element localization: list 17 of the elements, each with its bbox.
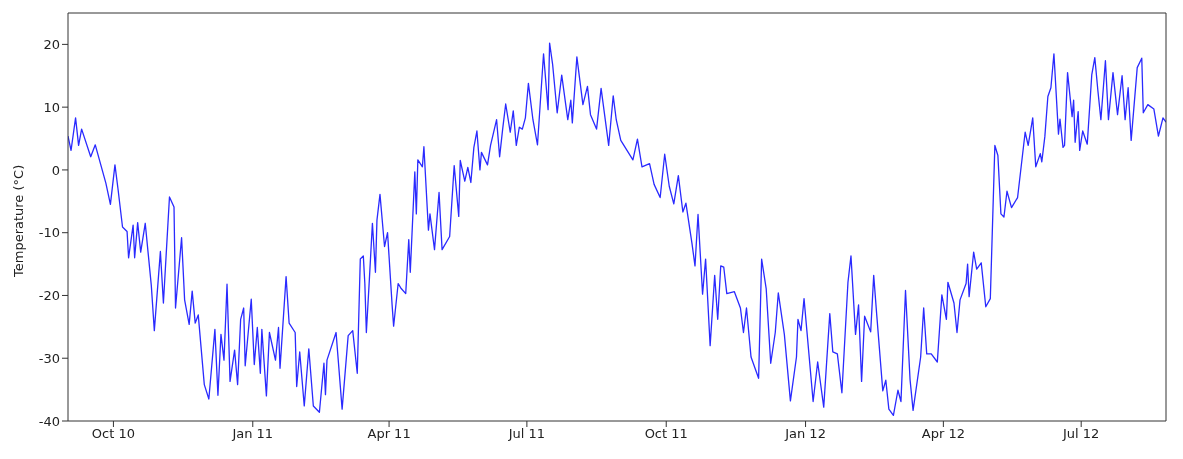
x-tick-label: Jan 11: [231, 426, 274, 442]
y-tick-label: 10: [43, 99, 60, 115]
x-tick-label: Jan 12: [784, 426, 826, 442]
y-tick-label: -10: [38, 225, 60, 241]
x-tick-label: Oct 10: [91, 426, 136, 442]
y-tick-label: -20: [38, 288, 60, 304]
x-tick-label: Apr 11: [367, 426, 411, 442]
x-tick-label: Jul 12: [1062, 426, 1100, 442]
y-tick-label: -30: [38, 350, 60, 366]
x-tick-label: Jul 11: [507, 426, 546, 442]
x-tick-label: Oct 11: [644, 426, 688, 442]
y-tick-label: 20: [43, 37, 60, 52]
y-axis-title: Temperature (°C): [10, 164, 26, 278]
x-tick-label: Apr 12: [921, 426, 965, 442]
y-tick-label: -40: [38, 413, 60, 429]
line-series: [68, 42, 1166, 416]
y-tick-label: 0: [51, 162, 60, 178]
